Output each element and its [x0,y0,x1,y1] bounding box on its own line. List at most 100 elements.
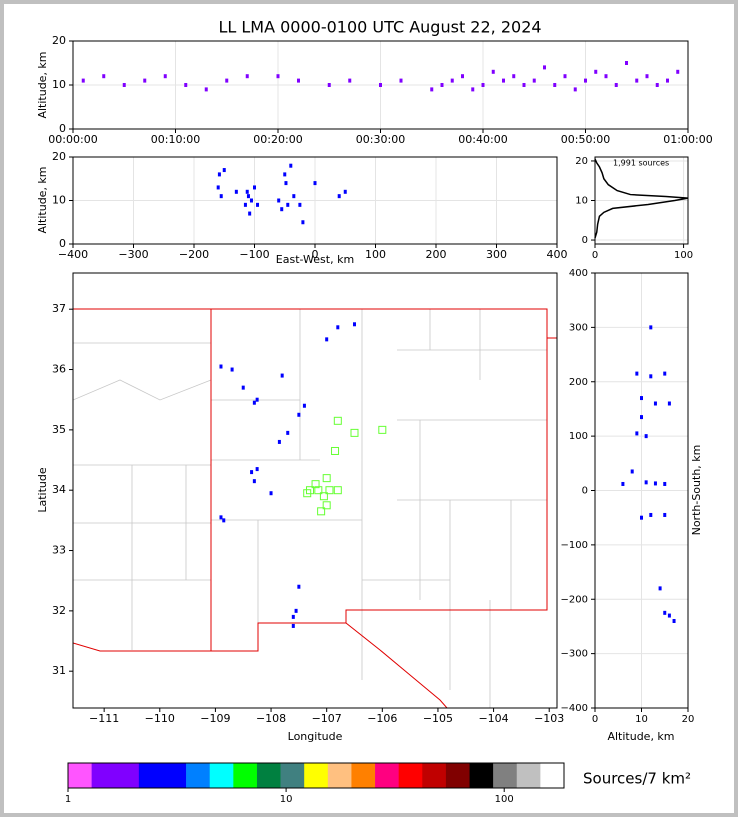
y-tick-label: 400 [569,268,588,279]
state-borders [73,308,557,708]
color-box [445,763,470,788]
y-tick-label: 34 [52,483,66,496]
y-tick-label: −400 [561,703,588,714]
colorbar-frame [67,762,565,789]
x-tick-label: 00:30:00 [356,133,405,146]
source-point [640,396,643,401]
colorbar-label: Sources/7 km² [583,770,691,788]
source-point [343,189,347,194]
source-point [621,481,625,486]
source-point [243,202,247,207]
source-point [512,74,516,79]
source-point [297,78,300,83]
y-tick-label: 32 [52,604,66,617]
source-point [219,515,223,520]
source-point [649,512,653,517]
x-tick-label: −108 [256,712,286,725]
x-tick-label: −105 [423,712,453,725]
x-tick-label: 200 [426,248,447,261]
y-axis-label: North-South, km [690,445,703,536]
source-point [471,87,475,92]
y-tick-label: −100 [561,540,588,551]
source-point [292,194,296,199]
source-point [216,185,220,190]
source-point [481,83,485,87]
source-point [532,78,536,83]
source-point [102,74,106,79]
source-point [663,610,667,615]
source-point [217,172,221,177]
source-point [672,619,676,623]
source-point [573,87,577,92]
source-point [649,325,653,330]
source-point [222,168,226,173]
station-marker [331,446,340,455]
source-point [663,481,667,486]
color-box [327,763,352,788]
source-point [256,202,260,207]
y-tick-label: 10 [52,78,66,91]
color-box [516,763,541,788]
source-point [269,491,273,496]
y-tick-label: 20 [575,156,588,167]
source-point [184,83,188,87]
color-box [138,763,163,788]
y-tick-label: 200 [569,377,588,388]
source-point [143,78,147,83]
color-box [469,763,494,788]
source-point [502,78,505,83]
colorbar-tick-label: 10 [280,794,293,805]
color-box [304,763,329,788]
station-marker [303,489,312,498]
source-point [291,623,295,628]
source-point [336,325,340,330]
county-lines [73,309,547,708]
station-marker [314,486,323,495]
source-point [653,481,657,486]
y-tick-label: 20 [52,150,66,163]
source-point [245,74,249,79]
source-point [241,385,245,390]
plot-frame [594,272,689,709]
source-point [284,181,288,186]
x-tick-label: −111 [89,712,119,725]
x-tick-label: 00:20:00 [253,133,302,146]
x-axis-label: Altitude, km [607,730,674,743]
source-point [337,194,341,199]
source-point [277,439,281,444]
source-point [252,479,256,484]
source-point [298,202,302,207]
source-point [234,189,238,194]
y-tick-label: 33 [52,544,66,557]
y-axis-label: Altitude, km [36,166,49,233]
source-point [553,83,557,87]
color-box [375,763,399,788]
color-box [233,763,258,788]
source-point [276,74,280,79]
plot-frame [72,40,689,130]
station-marker [333,416,342,425]
source-point [522,83,526,87]
source-point [325,337,329,342]
x-tick-label: 0 [592,714,598,725]
y-tick-label: 0 [59,122,66,135]
source-point [81,78,85,83]
x-tick-label: 0 [592,250,598,261]
y-axis-label: Latitude [36,467,49,513]
x-tick-label: −300 [118,248,148,261]
source-point [302,403,306,408]
map-borders [73,308,557,708]
station-marker [317,507,326,516]
source-point [594,69,598,74]
source-point [297,412,301,417]
y-tick-label: 35 [52,423,66,436]
x-tick-label: −106 [367,712,397,725]
color-box [209,763,234,788]
station-marker [333,486,342,495]
source-point [280,373,284,378]
source-point [225,78,229,83]
color-box [162,763,187,788]
source-point [249,198,253,203]
